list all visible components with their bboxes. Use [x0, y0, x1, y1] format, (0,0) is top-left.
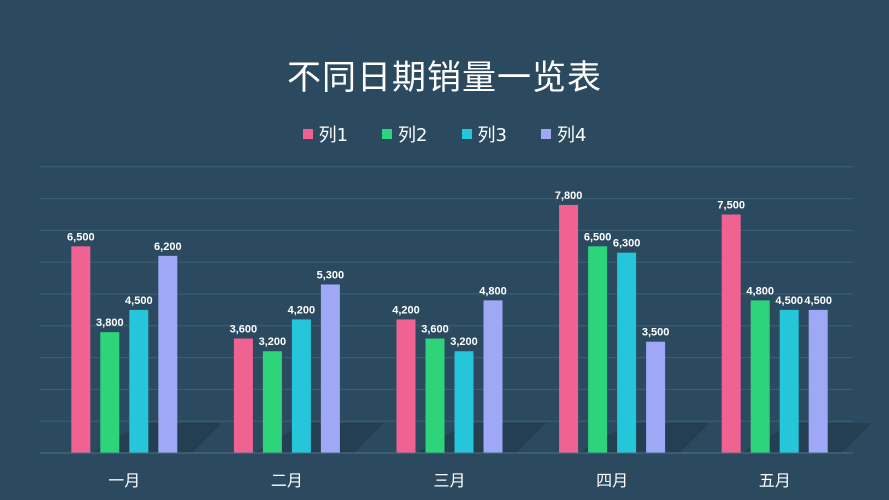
data-label: 4,200: [288, 304, 316, 316]
legend-swatch-series-2: [382, 129, 393, 139]
data-label: 3,200: [450, 336, 478, 348]
bar-四月-series-1: [559, 204, 579, 453]
bar-shadow: [741, 423, 872, 453]
bar-一月-series-1: [71, 246, 91, 453]
bar-四月-series-3: [617, 252, 637, 453]
data-label: 7,800: [555, 190, 583, 202]
data-label: 4,200: [392, 304, 420, 316]
data-label: 4,500: [775, 295, 803, 307]
legend-item-series-3: 列3: [461, 121, 507, 147]
data-label: 6,200: [154, 241, 182, 253]
bar-shadow: [416, 423, 547, 453]
data-label: 3,600: [230, 324, 258, 336]
bar-一月-series-2: [100, 332, 120, 453]
bar-二月-series-2: [262, 351, 282, 453]
data-label: 5,300: [317, 269, 345, 281]
chart-title: 不同日期销量一览表: [287, 58, 602, 98]
bar-二月-series-3: [291, 319, 311, 453]
data-label: 3,200: [259, 336, 287, 348]
data-label: 4,500: [125, 295, 153, 307]
x-tick-label: 五月: [759, 471, 791, 490]
legend-item-series-1: 列1: [302, 121, 349, 147]
legend-item-series-4: 列4: [540, 121, 587, 147]
data-label: 3,500: [642, 327, 670, 339]
data-label: 7,500: [717, 200, 745, 212]
bar-三月-series-2: [425, 338, 445, 453]
bar-五月-series-2: [750, 300, 770, 453]
legend-item-series-2: 列2: [382, 121, 428, 147]
bar-五月-series-4: [808, 309, 828, 453]
legend-label-series-1: 列1: [318, 125, 349, 146]
bar-三月-series-4: [483, 300, 503, 453]
bar-五月-series-3: [779, 309, 799, 453]
legend-swatch-series-3: [461, 129, 472, 139]
bar-三月-series-3: [454, 351, 474, 453]
legend-label-series-4: 列4: [556, 125, 587, 146]
bar-五月-series-1: [721, 214, 741, 453]
bar-shadow: [91, 423, 222, 453]
bar-四月-series-4: [646, 341, 666, 453]
bar-一月-series-4: [158, 255, 178, 453]
data-label: 3,800: [96, 317, 124, 329]
data-label: 6,300: [613, 238, 641, 250]
x-tick-label: 二月: [271, 471, 303, 490]
legend-label-series-3: 列3: [477, 125, 507, 146]
legend-swatch-series-1: [302, 129, 313, 139]
data-label: 6,500: [584, 231, 612, 243]
bar-四月-series-2: [588, 246, 608, 453]
legend-label-series-2: 列2: [398, 125, 428, 146]
data-label: 4,800: [746, 285, 774, 297]
data-label: 4,800: [479, 285, 507, 297]
x-tick-label: 四月: [596, 471, 628, 490]
x-tick-label: 三月: [433, 471, 465, 490]
data-label: 6,500: [67, 231, 95, 243]
bar-shadow: [579, 423, 710, 453]
legend: 列1 列2 列3 列4: [0, 121, 889, 147]
legend-swatch-series-4: [540, 129, 551, 139]
bar-三月-series-1: [396, 319, 416, 453]
bar-二月-series-1: [233, 338, 253, 453]
bar-二月-series-4: [320, 284, 340, 453]
x-tick-label: 一月: [108, 471, 140, 490]
data-label: 3,600: [421, 324, 449, 336]
bar-一月-series-3: [129, 309, 149, 453]
data-label: 4,500: [804, 295, 832, 307]
bar-shadow: [253, 423, 384, 453]
